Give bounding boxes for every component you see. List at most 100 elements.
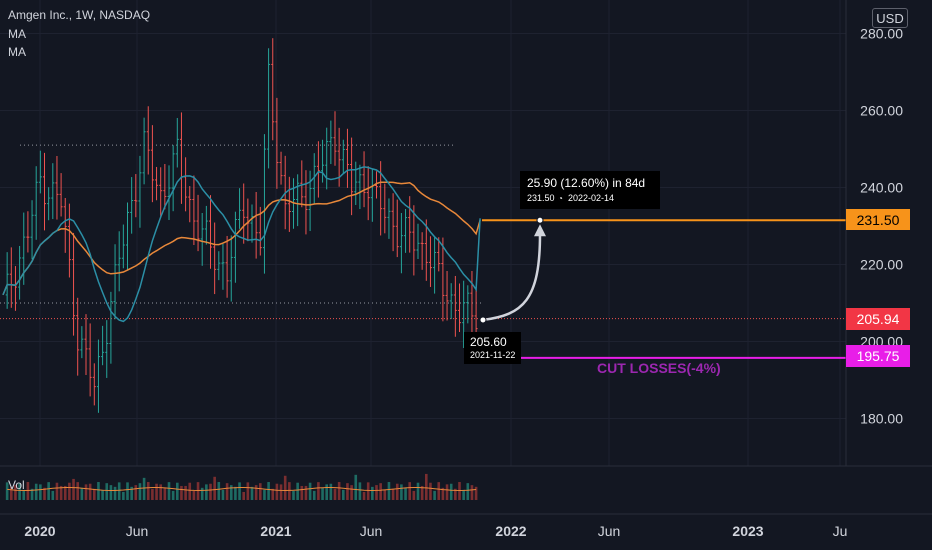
volume-bar [229, 485, 233, 500]
volume-bar [391, 488, 395, 500]
volume-bar [275, 483, 279, 500]
volume-bar [184, 485, 187, 500]
ma-indicator-legend-2[interactable]: MA [8, 45, 26, 59]
volume-bar [43, 487, 46, 500]
volume-bar [408, 482, 411, 500]
volume-bar [317, 482, 320, 500]
projection-end-price: 231.50 [527, 193, 555, 203]
time-tick-label: 2022 [495, 523, 526, 539]
volume-bar [437, 482, 441, 500]
volume-bar [151, 488, 154, 500]
volume-bar [354, 474, 358, 500]
ma-fast-line [2, 166, 481, 323]
volume-bar [283, 475, 287, 500]
volume-bar [312, 490, 316, 500]
projection-headline: 25.90 (12.60%) in 84d [527, 176, 645, 190]
volume-bar [379, 483, 382, 500]
volume-bar [346, 483, 349, 500]
projection-arrowhead-icon [534, 224, 546, 237]
volume-bar [117, 482, 121, 500]
volume-bar [242, 491, 245, 500]
volume-bar [213, 476, 216, 500]
volume-bar [76, 482, 79, 500]
volume-bar [26, 482, 30, 500]
projection-end-point[interactable] [536, 216, 544, 224]
target-price-label-box [846, 209, 910, 230]
volume-bar [30, 488, 34, 500]
projection-start-date: 2021-11-22 [470, 350, 515, 360]
volume-bar [163, 487, 167, 500]
volume-bar [267, 482, 270, 500]
volume-bar [449, 483, 453, 500]
cut-losses-annotation: CUT LOSSES(-4%) [597, 360, 721, 376]
volume-bar [72, 478, 75, 500]
volume-bar [425, 473, 428, 500]
volume-bar [171, 490, 175, 500]
volume-bar [146, 482, 150, 500]
volume-bar [188, 482, 192, 500]
volume-bar [221, 489, 225, 500]
volume-bar [441, 487, 445, 500]
volume-bar [142, 477, 146, 500]
time-tick-label: 2021 [260, 523, 291, 539]
volume-bar [304, 485, 308, 500]
price-tick-label: 220.00 [860, 257, 903, 273]
volume-bar [254, 485, 258, 500]
volume-bar [88, 483, 92, 500]
volume-bar [47, 482, 50, 500]
volume-bar [474, 486, 478, 500]
volume-bar [97, 482, 100, 500]
volume-bar [371, 486, 374, 500]
volume-bar [5, 482, 9, 500]
volume-bar [238, 482, 241, 500]
volume-bar [22, 489, 26, 500]
time-tick-label: 2023 [732, 523, 763, 539]
price-tick-label: 260.00 [860, 103, 903, 119]
time-tick-label: Ju [833, 523, 848, 539]
time-tick-label: 2020 [24, 523, 55, 539]
volume-bar [101, 489, 104, 500]
volume-bar [263, 489, 266, 500]
volume-bar [375, 485, 378, 500]
volume-bar [462, 489, 465, 500]
stop-price-label: 195.75 [857, 348, 900, 364]
volume-bar [279, 484, 283, 500]
stop-price-label-box [846, 345, 910, 367]
volume-bar [180, 485, 183, 500]
volume-bar [246, 482, 250, 500]
time-tick-label: Jun [598, 523, 621, 539]
volume-bar [134, 485, 138, 500]
projection-arrow[interactable] [482, 234, 542, 322]
symbol-title[interactable]: Amgen Inc., 1W, NASDAQ [8, 8, 151, 22]
volume-bar [217, 482, 221, 500]
volume-bar [321, 487, 324, 500]
volume-bar [395, 483, 399, 500]
volume-ma-line [7, 487, 477, 492]
volume-bar [80, 487, 84, 500]
volume-bar [63, 485, 67, 500]
time-axis[interactable]: 2020 Jun 2021 Jun 2022 Jun 2023 Ju [24, 523, 847, 539]
price-tick-label: 180.00 [860, 411, 903, 427]
ma-indicator-legend-1[interactable]: MA [8, 27, 26, 41]
volume-bar [93, 488, 96, 500]
volume-bar [18, 483, 21, 500]
volume-bar [387, 482, 391, 500]
volume-bar [350, 485, 353, 500]
volume-bar [192, 490, 196, 500]
volume-bar [205, 484, 208, 500]
volume-bar [259, 483, 262, 500]
volume-bar [420, 485, 424, 500]
projection-start-point[interactable] [479, 316, 487, 324]
volume-bar [458, 482, 461, 500]
currency-button[interactable]: USD [872, 8, 908, 28]
volume-bar [126, 482, 129, 500]
volume-bar [155, 483, 158, 500]
volume-bar [34, 483, 38, 500]
volume-bar [209, 483, 212, 500]
volume-bar [200, 487, 204, 500]
current-price-label-box [846, 308, 910, 330]
volume-bar [337, 482, 341, 500]
volume-bar [445, 484, 449, 500]
volume-bar [333, 488, 337, 500]
